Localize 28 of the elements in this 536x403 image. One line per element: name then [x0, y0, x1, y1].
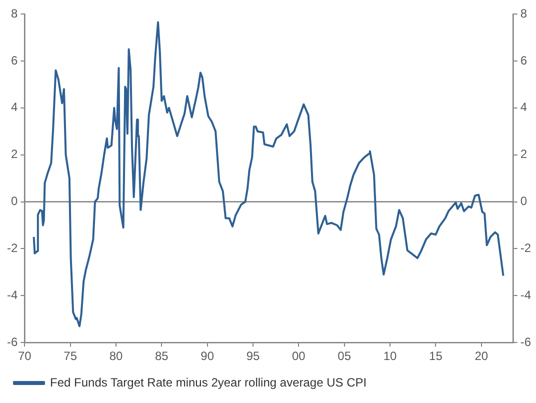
x-tick-label: 05: [338, 349, 352, 364]
y-tick-label: 0: [10, 194, 18, 208]
x-tick-label: 80: [109, 349, 123, 364]
x-tick-label: 20: [474, 349, 488, 364]
y2-tick-label: 4: [520, 100, 528, 114]
x-tick-label: 85: [155, 349, 169, 364]
y-tick-label: 2: [10, 147, 18, 162]
x-tick-label: 90: [200, 349, 214, 364]
x-tick-label: 00: [292, 349, 306, 364]
x-tick-label: 95: [246, 349, 260, 364]
x-tick-label: 10: [383, 349, 398, 364]
legend-label: Fed Funds Target Rate minus 2year rolling average US CPI: [50, 375, 367, 390]
y2-tick-label: 2: [520, 147, 528, 162]
y2-tick-label: -4: [520, 288, 532, 302]
y2-tick-label: 6: [520, 53, 528, 68]
y-tick-label: 6: [10, 53, 18, 68]
y-tick-label: -2: [7, 241, 18, 256]
y-tick-label: 4: [10, 100, 18, 114]
y-tick-label: -4: [7, 288, 18, 302]
y-tick-label: 8: [10, 6, 18, 20]
y-tick-label: -6: [7, 334, 18, 349]
x-tick-label: 15: [429, 349, 443, 364]
y2-tick-label: -2: [520, 241, 532, 256]
y2-tick-label: 0: [520, 194, 528, 208]
y2-tick-label: 8: [520, 6, 528, 20]
x-tick-label: 70: [18, 349, 32, 364]
x-tick-label: 75: [64, 349, 78, 364]
y2-tick-label: -6: [520, 334, 532, 349]
